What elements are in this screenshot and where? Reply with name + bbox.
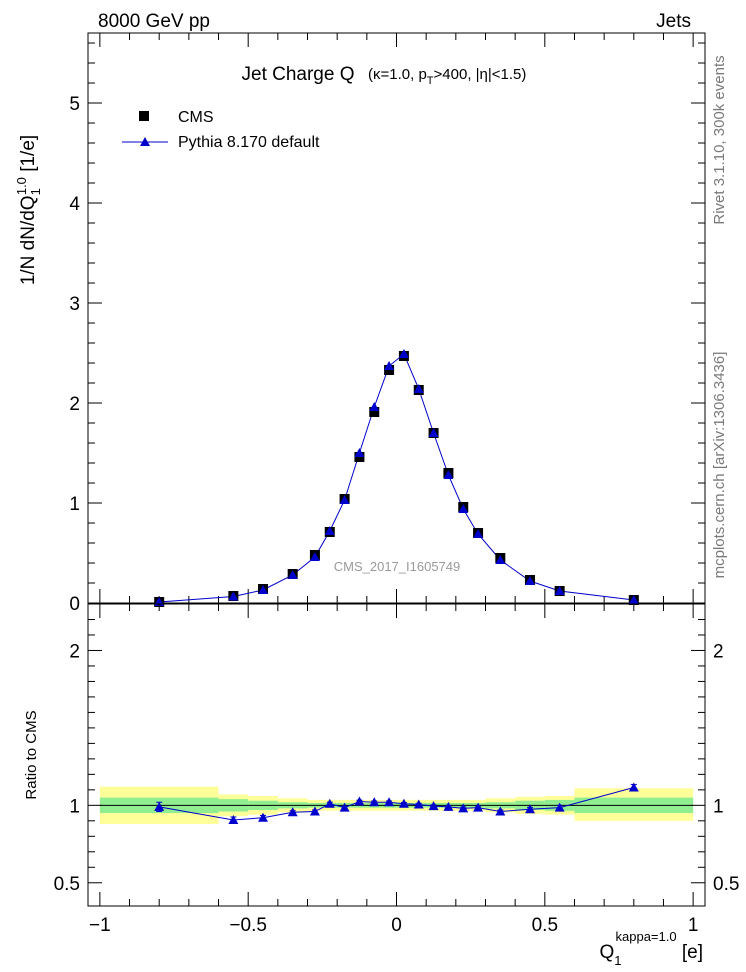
ratio-point [628,782,639,792]
main-ytick-label: 3 [69,294,80,315]
pythia-point [354,448,365,457]
ratio-point [428,801,439,811]
pythia-point [554,586,565,595]
xlabel-sup: kappa=1.0 [616,929,677,944]
main-ylabel: 1/N dN/dQ11.0 [1/e] [14,135,43,285]
pythia-point [458,504,469,513]
pythia-point [287,570,298,579]
pythia-point [339,495,350,504]
ratio-point [309,806,320,816]
ratio-ytick-label-right: 2 [713,641,724,662]
xlabel-part2: [e] [677,942,703,963]
xlabel-sub: 1 [614,953,621,968]
subtitle-part2: >400, |η|<1.5) [434,66,527,83]
pythia-point [428,428,439,437]
ylabel-part1: 1/N dN/dQ [18,195,39,285]
main-ytick-label: 1 [69,494,80,515]
pythia-point [628,595,639,604]
ratio-point [228,815,239,825]
header-left: 8000 GeV pp [98,11,210,32]
ratio-point [258,812,269,822]
ratio-point [398,798,409,808]
ratio-point [495,806,506,816]
pythia-point [443,470,454,479]
ratio-xtick-label: 0.5 [532,915,558,936]
pythia-point [369,402,380,411]
pythia-point [324,526,335,535]
pythia-point [524,576,535,585]
ratio-point [339,802,350,812]
ratio-xtick-label: −1 [89,915,111,936]
ratio-ytick-label: 0.5 [54,874,80,895]
ratio-panel: 0.5 0.51 12 2−1 −0.5 0 0.5 1 Ratio to CMS Q1kap… [23,603,739,968]
ratio-line [159,787,634,821]
pythia-point [228,591,239,601]
pythia-point [384,361,395,370]
ratio-point [524,804,535,814]
chart-title: Jet Charge Q [242,64,355,85]
pythia-point [309,552,320,561]
ratio-point [413,799,424,809]
ylabel-sup: 1.0 [14,177,29,195]
ratio-xlabel: Q1 kappa=1.0 [e] [599,929,703,968]
pythia-point [398,349,409,358]
mcplots-label: mcplots.cern.ch [arXiv:1306.3436] [711,352,728,579]
ratio-xtick-label: 1 [688,915,699,936]
main-series [154,349,639,607]
ratio-xtick-label: 0 [391,915,402,936]
ratio-panel-frame [87,603,706,907]
legend-cms-label: CMS [178,109,214,126]
ylabel-part2: [1/e] [18,135,39,177]
rivet-label: Rivet 3.1.10, 300k events [711,55,728,224]
ratio-ytick-label-right: 0.5 [713,874,739,895]
cms-point [369,407,380,417]
ratio-point [369,797,380,807]
ratio-point [458,803,469,813]
subtitle-sub: T [427,75,434,87]
ratio-ytick-label: 2 [69,641,80,662]
ratio-ytick-label: 1 [69,796,80,817]
header-right: Jets [656,11,691,32]
pythia-point [413,384,424,393]
ratio-point [324,798,335,808]
main-axes: 0 1 2 3 4 5 [69,33,705,615]
ratio-point [554,802,565,812]
main-ytick-label: 4 [69,194,80,215]
ratio-point [384,797,395,807]
subtitle-part1: (κ=1.0, p [368,66,427,83]
ratio-xtick-label: −0.5 [229,915,267,936]
legend-pythia-label: Pythia 8.170 default [178,134,320,151]
pythia-point [258,585,269,594]
chart-subtitle: (κ=1.0, pT>400, |η|<1.5) [368,66,526,87]
ratio-point [154,801,165,811]
main-ytick-label: 5 [69,94,80,115]
ratio-ylabel: Ratio to CMS [23,710,40,799]
main-panel: 0 1 2 3 4 5 Jet Charge Q (κ=1.0, pT>400, |η|<… [14,32,706,615]
legend-cms-marker [139,111,149,121]
ratio-point [473,802,484,812]
ylabel-sub: 1 [28,188,43,195]
legend-pythia-marker [140,137,150,146]
xlabel-part1: Q [599,942,614,963]
watermark: CMS_2017_I1605749 [334,559,461,574]
ratio-point [443,801,454,811]
ratio-point [354,796,365,806]
pythia-point [495,555,506,564]
pythia-point [473,529,484,538]
main-ytick-label: 0 [69,594,80,615]
ratio-ytick-label-right: 1 [713,796,724,817]
ratio-series [154,782,639,825]
ratio-point [287,807,298,817]
ratio-axes: 0.5 0.5 1 1 2 2 −1 −0.5 0 0.5 1 [54,604,739,936]
legend: CMS Pythia 8.170 default [122,109,320,151]
main-ytick-label: 2 [69,394,80,415]
chart-title-text: Jet Charge Q [242,64,355,85]
